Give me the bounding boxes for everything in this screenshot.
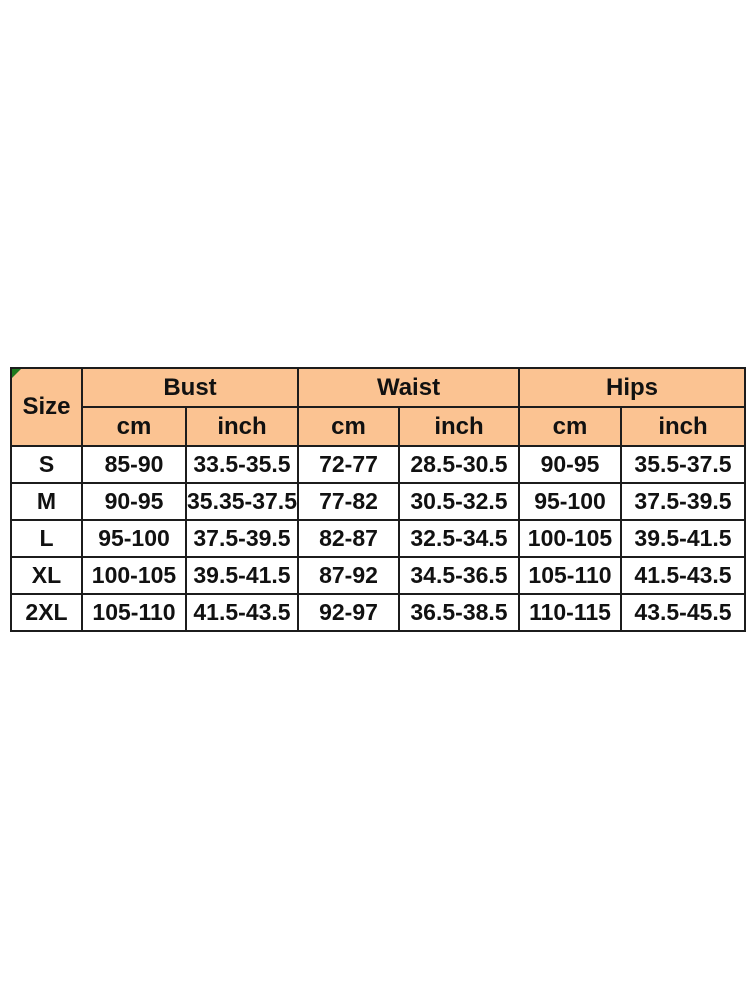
- table-row-m: M 90-95 35.35-37.5 77-82 30.5-32.5 95-10…: [10, 482, 747, 521]
- waist-inch-cell: 28.5-30.5: [398, 445, 520, 484]
- hips-cm-cell: 95-100: [518, 482, 622, 521]
- bust-inch-cell: 37.5-39.5: [185, 519, 299, 558]
- sub-header-hips-inch: inch: [619, 406, 747, 447]
- hips-cm-cell: 105-110: [518, 556, 622, 595]
- sub-header-waist-cm: cm: [297, 406, 400, 447]
- table-row-s: S 85-90 33.5-35.5 72-77 28.5-30.5 90-95 …: [10, 445, 747, 484]
- sub-header-waist-inch: inch: [398, 406, 520, 447]
- hips-inch-cell: 37.5-39.5: [619, 482, 747, 521]
- bust-inch-cell: 35.35-37.5: [185, 482, 299, 521]
- group-header-waist: Waist: [297, 367, 520, 408]
- bust-cm-cell: 100-105: [81, 556, 187, 595]
- corner-flag-icon: [12, 369, 21, 378]
- waist-cm-cell: 87-92: [297, 556, 400, 595]
- sub-header-hips-cm: cm: [518, 406, 622, 447]
- waist-cm-cell: 77-82: [297, 482, 400, 521]
- corner-header-size: Size: [10, 367, 83, 447]
- size-cell: 2XL: [10, 593, 83, 632]
- size-cell: L: [10, 519, 83, 558]
- size-chart-container: Size Bust Waist Hips cm inch cm inch cm …: [10, 367, 747, 632]
- group-header-bust: Bust: [81, 367, 299, 408]
- table-row-l: L 95-100 37.5-39.5 82-87 32.5-34.5 100-1…: [10, 519, 747, 558]
- bust-inch-cell: 41.5-43.5: [185, 593, 299, 632]
- hips-inch-cell: 43.5-45.5: [619, 593, 747, 632]
- bust-cm-cell: 95-100: [81, 519, 187, 558]
- bust-inch-cell: 33.5-35.5: [185, 445, 299, 484]
- sub-header-bust-cm: cm: [81, 406, 187, 447]
- waist-cm-cell: 72-77: [297, 445, 400, 484]
- waist-inch-cell: 30.5-32.5: [398, 482, 520, 521]
- table-row-xl: XL 100-105 39.5-41.5 87-92 34.5-36.5 105…: [10, 556, 747, 595]
- table-row-2xl: 2XL 105-110 41.5-43.5 92-97 36.5-38.5 11…: [10, 593, 747, 632]
- waist-cm-cell: 82-87: [297, 519, 400, 558]
- waist-cm-cell: 92-97: [297, 593, 400, 632]
- bust-cm-cell: 85-90: [81, 445, 187, 484]
- hips-cm-cell: 110-115: [518, 593, 622, 632]
- size-cell: S: [10, 445, 83, 484]
- waist-inch-cell: 32.5-34.5: [398, 519, 520, 558]
- header-group-row: Size Bust Waist Hips: [10, 367, 747, 447]
- header-sub-row: cm inch cm inch cm inch: [11, 406, 747, 447]
- waist-inch-cell: 36.5-38.5: [398, 593, 520, 632]
- size-chart-table: Size Bust Waist Hips cm inch cm inch cm …: [10, 367, 747, 632]
- hips-inch-cell: 35.5-37.5: [619, 445, 747, 484]
- waist-inch-cell: 34.5-36.5: [398, 556, 520, 595]
- hips-inch-cell: 39.5-41.5: [619, 519, 747, 558]
- size-cell: M: [10, 482, 83, 521]
- sub-header-bust-inch: inch: [185, 406, 299, 447]
- bust-cm-cell: 105-110: [81, 593, 187, 632]
- hips-inch-cell: 41.5-43.5: [619, 556, 747, 595]
- bust-inch-cell: 39.5-41.5: [185, 556, 299, 595]
- hips-cm-cell: 100-105: [518, 519, 622, 558]
- group-header-hips: Hips: [517, 367, 747, 408]
- hips-cm-cell: 90-95: [518, 445, 622, 484]
- size-cell: XL: [10, 556, 83, 595]
- bust-cm-cell: 90-95: [81, 482, 187, 521]
